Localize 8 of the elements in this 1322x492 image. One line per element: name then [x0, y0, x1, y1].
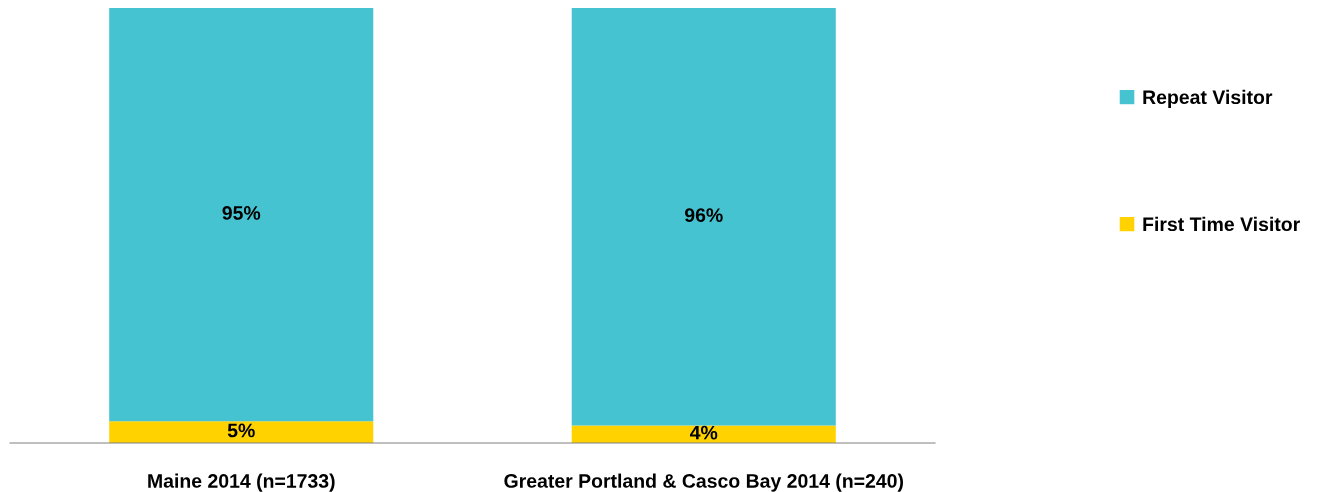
data-label: 4%: [689, 425, 718, 440]
data-label: 5%: [227, 423, 255, 438]
legend-label: First Time Visitor: [1143, 216, 1300, 232]
x-tick-label: Greater Portland & Casco Bay 2014 (n=240): [504, 473, 903, 492]
legend-label: Repeat Visitor: [1143, 89, 1273, 108]
data-label: 96%: [684, 208, 723, 223]
data-label: 95%: [222, 206, 261, 220]
x-tick-label: Maine 2014 (n=1733): [148, 473, 335, 492]
